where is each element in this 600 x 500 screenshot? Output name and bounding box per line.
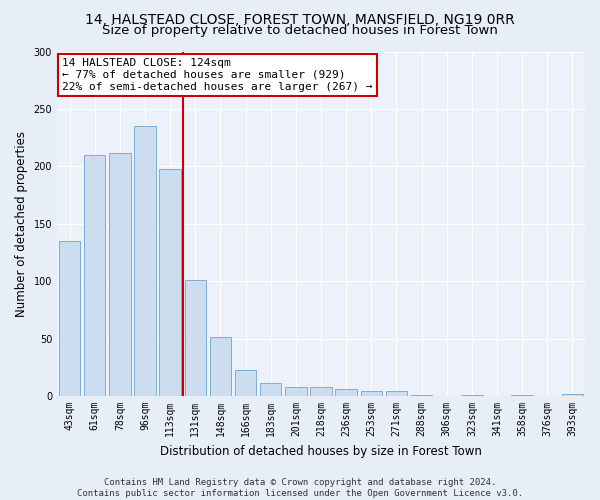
X-axis label: Distribution of detached houses by size in Forest Town: Distribution of detached houses by size … — [160, 444, 482, 458]
Bar — [411, 395, 432, 396]
Text: Contains HM Land Registry data © Crown copyright and database right 2024.
Contai: Contains HM Land Registry data © Crown c… — [77, 478, 523, 498]
Bar — [511, 395, 533, 396]
Bar — [210, 338, 231, 396]
Text: 14 HALSTEAD CLOSE: 124sqm
← 77% of detached houses are smaller (929)
22% of semi: 14 HALSTEAD CLOSE: 124sqm ← 77% of detac… — [62, 58, 373, 92]
Text: Size of property relative to detached houses in Forest Town: Size of property relative to detached ho… — [102, 24, 498, 37]
Bar — [335, 389, 357, 396]
Bar — [361, 392, 382, 396]
Text: 14, HALSTEAD CLOSE, FOREST TOWN, MANSFIELD, NG19 0RR: 14, HALSTEAD CLOSE, FOREST TOWN, MANSFIE… — [85, 12, 515, 26]
Bar — [562, 394, 583, 396]
Bar — [109, 152, 131, 396]
Bar — [59, 241, 80, 396]
Bar — [185, 280, 206, 396]
Y-axis label: Number of detached properties: Number of detached properties — [15, 131, 28, 317]
Bar — [386, 392, 407, 396]
Bar — [310, 387, 332, 396]
Bar — [84, 155, 106, 396]
Bar — [235, 370, 256, 396]
Bar — [260, 384, 281, 396]
Bar — [160, 168, 181, 396]
Bar — [285, 387, 307, 396]
Bar — [461, 395, 482, 396]
Bar — [134, 126, 156, 396]
